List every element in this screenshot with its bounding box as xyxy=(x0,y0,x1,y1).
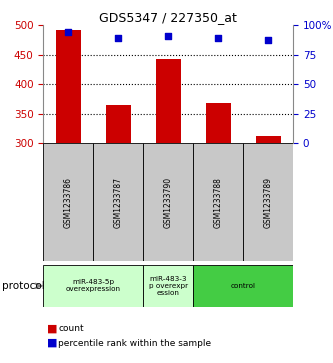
Text: ■: ■ xyxy=(47,338,57,348)
Text: GSM1233788: GSM1233788 xyxy=(213,177,223,228)
Point xyxy=(66,29,71,35)
Bar xyxy=(193,143,243,261)
Bar xyxy=(243,143,293,261)
Bar xyxy=(143,143,193,261)
Text: percentile rank within the sample: percentile rank within the sample xyxy=(58,339,211,347)
Text: GSM1233790: GSM1233790 xyxy=(164,177,173,228)
Point xyxy=(215,36,221,41)
Bar xyxy=(143,265,193,307)
Point xyxy=(116,36,121,41)
Bar xyxy=(256,136,281,143)
Bar xyxy=(43,265,143,307)
Bar xyxy=(93,143,143,261)
Text: miR-483-5p
overexpression: miR-483-5p overexpression xyxy=(66,280,121,292)
Bar xyxy=(106,105,131,143)
Bar xyxy=(193,265,293,307)
Bar xyxy=(206,103,231,143)
Text: control: control xyxy=(230,283,256,289)
Text: protocol: protocol xyxy=(2,281,44,291)
Bar xyxy=(156,59,180,143)
Point xyxy=(166,33,171,39)
Bar xyxy=(56,29,81,143)
Bar xyxy=(43,143,93,261)
Title: GDS5347 / 227350_at: GDS5347 / 227350_at xyxy=(99,11,237,24)
Text: count: count xyxy=(58,324,84,333)
Text: GSM1233786: GSM1233786 xyxy=(64,177,73,228)
Text: GSM1233789: GSM1233789 xyxy=(263,177,273,228)
Text: ■: ■ xyxy=(47,323,57,334)
Point xyxy=(265,37,271,42)
Text: GSM1233787: GSM1233787 xyxy=(114,177,123,228)
Text: miR-483-3
p overexpr
ession: miR-483-3 p overexpr ession xyxy=(149,276,188,296)
